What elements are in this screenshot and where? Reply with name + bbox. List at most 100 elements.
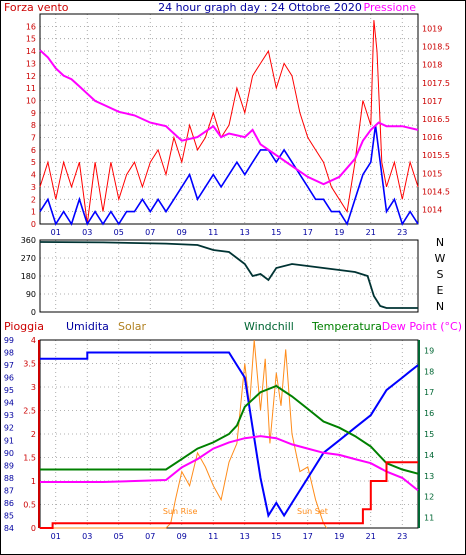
label-1: Umidita [66,320,109,333]
tick-rain: 0.5 [23,501,36,510]
tick-wind: 16 [26,22,36,31]
compass-label: E [437,284,444,297]
series-pressure [39,49,419,186]
tick-wind: 13 [26,59,36,68]
tick-temperature: 15 [424,430,434,439]
tick-temperature: 13 [424,472,434,481]
tick-wind: 4 [31,171,36,180]
compass-label: S [437,268,444,281]
label-wind: Forza vento [4,1,69,14]
tick-hour: 11 [208,532,218,541]
tick-wind: 3 [31,183,36,192]
series-direction [39,241,418,309]
tick-humidity: 93 [4,411,14,420]
compass-label: N [436,300,444,313]
series-wind-gust [39,20,419,225]
tick-hour: 13 [240,532,250,541]
tick-humidity: 84 [4,524,14,533]
tick-rain: 1 [31,477,36,486]
tick-hour: 17 [303,228,313,237]
label-4: Temperatura [311,320,382,333]
tick-wind: 7 [31,134,36,143]
tick-humidity: 95 [4,386,14,395]
tick-humidity: 88 [4,474,14,483]
tick-direction: 360 [21,236,36,245]
tick-temperature: 14 [424,451,434,460]
tick-hour: 05 [114,532,124,541]
tick-hour: 11 [208,228,218,237]
tick-pressure: 1014.5 [422,187,450,196]
tick-wind: 15 [26,35,36,44]
tick-humidity: 94 [4,399,14,408]
chart-title: 24 hour graph day : 24 Ottobre 2020 [158,1,362,14]
series-humidity [40,351,419,519]
tick-hour: 07 [145,228,155,237]
tick-temperature: 19 [424,346,434,355]
tick-humidity: 90 [4,449,14,458]
tick-humidity: 92 [4,424,14,433]
label-5: Dew Point (°C) [382,320,462,333]
tick-pressure: 1014 [422,206,442,215]
tick-rain: 4 [31,336,36,345]
label-pressure: Pressione [364,1,417,14]
tick-direction: 180 [21,272,36,281]
tick-temperature: 12 [424,493,434,502]
tick-hour: 03 [82,532,92,541]
tick-hour: 01 [51,532,61,541]
tick-direction: 90 [26,290,36,299]
annotation-sunrise: Sun Rise [163,507,198,516]
tick-hour: 15 [271,532,281,541]
tick-hour: 01 [51,228,61,237]
series-solar [40,339,328,529]
tick-hour: 21 [366,228,376,237]
tick-pressure: 1015 [422,169,442,178]
tick-hour: 07 [145,532,155,541]
tick-hour: 15 [271,228,281,237]
tick-pressure: 1016.5 [422,115,450,124]
compass-label: N [436,236,444,249]
label-3: Windchill [244,320,294,333]
tick-humidity: 98 [4,349,14,358]
tick-direction: 0 [31,308,36,317]
tick-humidity: 85 [4,511,14,520]
tick-hour: 23 [397,228,407,237]
tick-rain: 3.5 [23,360,36,369]
series-temperature [40,384,419,475]
tick-humidity: 97 [4,361,14,370]
tick-rain: 0 [31,524,36,533]
tick-pressure: 1016 [422,133,442,142]
series-dew-point [40,435,419,492]
tick-humidity: 86 [4,499,14,508]
tick-wind: 10 [26,96,36,105]
tick-temperature: 18 [424,367,434,376]
tick-wind: 2 [31,195,36,204]
series-rain [40,461,418,529]
tick-pressure: 1019 [422,24,442,33]
tick-humidity: 91 [4,436,14,445]
tick-hour: 19 [334,228,344,237]
tick-hour: 21 [366,532,376,541]
tick-humidity: 89 [4,461,14,470]
tick-hour: 09 [177,228,187,237]
tick-hour: 19 [334,532,344,541]
tick-hour: 23 [397,532,407,541]
tick-wind: 12 [26,72,36,81]
tick-pressure: 1017.5 [422,79,450,88]
series-wind-avg [39,125,419,226]
tick-temperature: 11 [424,514,434,523]
compass-label: W [435,252,446,265]
tick-rain: 2.5 [23,407,36,416]
tick-direction: 270 [21,254,36,263]
tick-pressure: 1015.5 [422,151,450,160]
tick-wind: 1 [31,208,36,217]
tick-rain: 2 [31,430,36,439]
tick-hour: 09 [177,532,187,541]
tick-wind: 14 [26,47,36,56]
tick-wind: 11 [26,84,36,93]
tick-wind: 6 [31,146,36,155]
tick-hour: 03 [82,228,92,237]
tick-pressure: 1017 [422,97,442,106]
panel-direction-frame [39,239,419,313]
tick-wind: 5 [31,158,36,167]
